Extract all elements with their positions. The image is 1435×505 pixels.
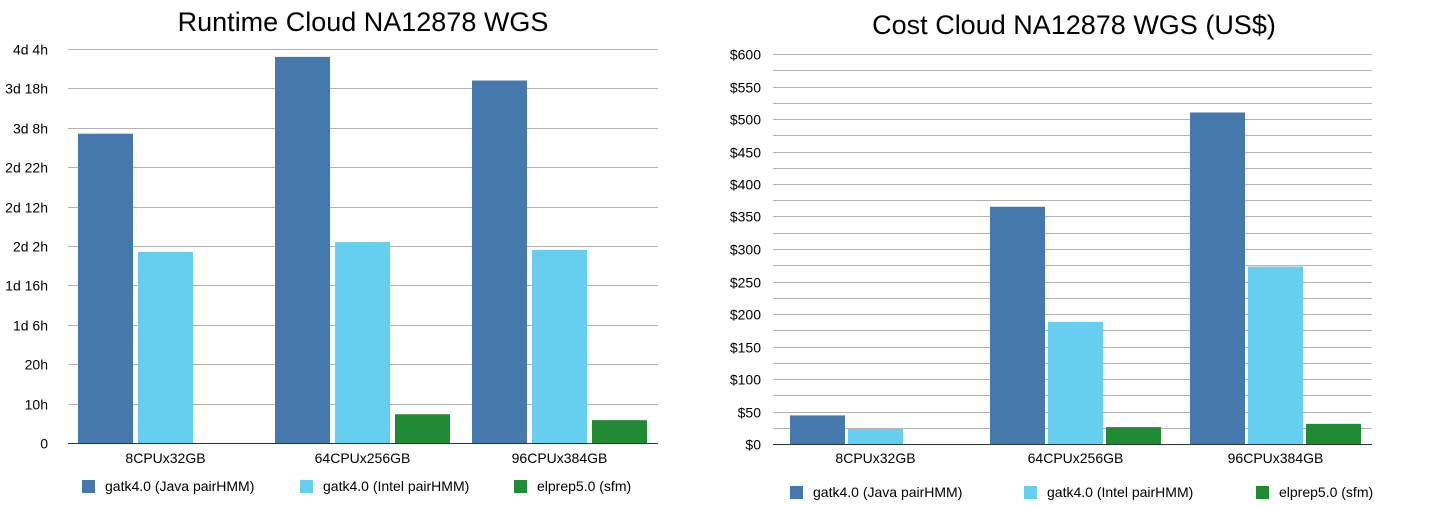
cost-legend-swatch-intel — [1024, 486, 1037, 499]
runtime-x-tick-label: 8CPUx32GB — [125, 450, 205, 466]
runtime-bar-intel-0 — [138, 251, 193, 443]
cost-legend-swatch-java — [790, 486, 803, 499]
cost-y-tick-label: $600 — [730, 47, 761, 63]
runtime-bar-java-2 — [472, 80, 527, 444]
runtime-y-tick-label: 3d 18h — [5, 81, 48, 97]
runtime-y-tick-label: 3d 8h — [13, 121, 48, 137]
runtime-legend-label: gatk4.0 (Java pairHMM) — [105, 478, 254, 494]
cost-bar-elprep-2 — [1306, 423, 1361, 444]
runtime-bars — [78, 56, 647, 444]
cost-bar-intel-2 — [1248, 266, 1303, 444]
cost-y-tick-label: $200 — [730, 307, 761, 323]
cost-bar-java-1 — [990, 206, 1045, 444]
runtime-bar-elprep-1 — [395, 414, 450, 443]
cost-y-tick-label: $50 — [738, 405, 762, 421]
cost-legend-label: elprep5.0 (sfm) — [1279, 484, 1373, 500]
cost-y-tick-label: $500 — [730, 112, 761, 128]
cost-bar-intel-1 — [1048, 321, 1103, 444]
runtime-legend-label: elprep5.0 (sfm) — [537, 478, 631, 494]
cost-y-tick-label: $450 — [730, 145, 761, 161]
cost-y-tick-label: $100 — [730, 372, 761, 388]
runtime-y-tick-label: 2d 2h — [13, 239, 48, 255]
runtime-y-tick-label: 1d 6h — [13, 318, 48, 334]
cost-legend-label: gatk4.0 (Java pairHMM) — [813, 484, 962, 500]
runtime-bar-intel-2 — [532, 249, 587, 443]
cost-y-tick-label: $550 — [730, 80, 761, 96]
cost-y-tick-label: $400 — [730, 177, 761, 193]
cost-x-tick-label: 64CPUx256GB — [1028, 450, 1124, 466]
cost-legend-label: gatk4.0 (Intel pairHMM) — [1047, 484, 1193, 500]
runtime-y-tick-label: 4d 4h — [13, 42, 48, 58]
runtime-legend-swatch-elprep — [514, 480, 527, 493]
runtime-bar-java-1 — [275, 56, 330, 443]
cost-y-tick-label: $350 — [730, 209, 761, 225]
cost-bars — [790, 112, 1361, 444]
runtime-bar-java-0 — [78, 133, 133, 443]
cost-y-tick-label: $150 — [730, 340, 761, 356]
cost-y-tick-label: $300 — [730, 242, 761, 258]
runtime-y-tick-label: 2d 22h — [5, 160, 48, 176]
cost-x-axis: 8CPUx32GB 64CPUx256GB 96CPUx384GB — [835, 450, 1323, 466]
cost-x-tick-label: 8CPUx32GB — [835, 450, 915, 466]
cost-x-tick-label: 96CPUx384GB — [1228, 450, 1324, 466]
runtime-y-axis: 0 10h 20h 1d 6h 1d 16h 2d 2h 2d 12h 2d 22h 3d 8h… — [5, 42, 48, 452]
cost-bar-intel-0 — [848, 429, 903, 444]
cost-legend-swatch-elprep — [1256, 486, 1269, 499]
cost-y-axis: $0 $50 $100 $150 $200 $250 $300 $350 $400 $450 $50… — [730, 47, 761, 453]
cost-bar-java-2 — [1190, 112, 1245, 444]
runtime-y-tick-label: 10h — [25, 397, 48, 413]
cost-y-tick-label: $0 — [745, 437, 761, 453]
runtime-bar-elprep-2 — [592, 420, 647, 443]
runtime-y-tick-label: 0 — [40, 436, 48, 452]
cost-legend: gatk4.0 (Java pairHMM) gatk4.0 (Intel pai… — [790, 484, 1373, 500]
cost-bar-java-0 — [790, 415, 845, 444]
runtime-legend: gatk4.0 (Java pairHMM) gatk4.0 (Intel pai… — [82, 478, 631, 494]
runtime-y-tick-label: 2d 12h — [5, 200, 48, 216]
runtime-x-tick-label: 64CPUx256GB — [315, 450, 411, 466]
runtime-legend-label: gatk4.0 (Intel pairHMM) — [323, 478, 469, 494]
runtime-chart-title: Runtime Cloud NA12878 WGS — [178, 7, 549, 37]
runtime-x-tick-label: 96CPUx384GB — [512, 450, 608, 466]
runtime-x-axis: 8CPUx32GB 64CPUx256GB 96CPUx384GB — [125, 450, 607, 466]
runtime-legend-swatch-intel — [300, 480, 313, 493]
cost-bar-elprep-1 — [1106, 427, 1161, 444]
cost-chart-title: Cost Cloud NA12878 WGS (US$) — [872, 10, 1276, 40]
cost-y-tick-label: $250 — [730, 275, 761, 291]
runtime-y-tick-label: 20h — [25, 357, 48, 373]
runtime-legend-swatch-java — [82, 480, 95, 493]
runtime-y-tick-label: 1d 16h — [5, 278, 48, 294]
runtime-bar-intel-1 — [335, 242, 390, 443]
